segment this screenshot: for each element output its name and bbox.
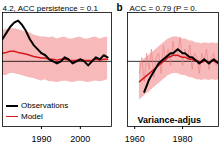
html-text:Observations: Observations — [21, 101, 69, 110]
svg-text:4.2, ACC persistence = 0.1: 4.2, ACC persistence = 0.1 — [3, 4, 99, 13]
svg-text:2000: 2000 — [70, 134, 90, 142]
svg-text:Variance-adjus: Variance-adjus — [138, 115, 202, 125]
html-text:Model: Model — [21, 112, 43, 121]
svg-text:1980: 1980 — [173, 134, 193, 142]
svg-text:1990: 1990 — [31, 134, 51, 142]
svg-text:b: b — [117, 2, 123, 13]
svg-text:1960: 1960 — [125, 134, 145, 142]
svg-text:ACC = 0.79 (P = 0.: ACC = 0.79 (P = 0. — [130, 4, 197, 13]
